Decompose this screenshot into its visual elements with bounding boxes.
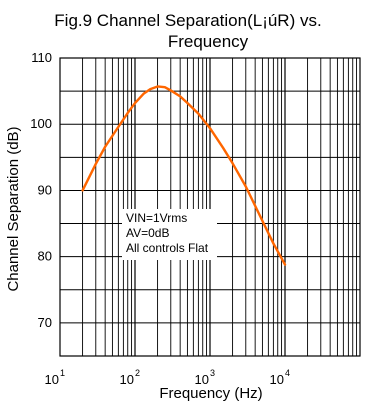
annotation-box [122,209,217,260]
chart-title-line2: Frequency [168,32,249,51]
grid [60,58,360,356]
chart-title-line1: Fig.9 Channel Separation(L¡úR) vs. [54,11,321,30]
x-tick-exponent: 3 [210,368,215,378]
y-tick-label: 100 [30,116,52,131]
annotation-line-1: VIN=1Vrms [126,211,187,225]
y-tick-labels: 70 80 90 100 110 [30,50,52,330]
x-tick-label: 10 [195,372,209,387]
annotation-line-3: All controls Flat [126,241,209,255]
series-layer [81,85,287,266]
plot-frame [59,57,361,357]
series-line [81,85,287,266]
y-tick-label: 110 [31,50,52,65]
x-tick-exponent: 2 [135,368,140,378]
y-axis-title: Channel Separation (dB) [5,126,22,291]
x-axis-title: Frequency (Hz) [159,385,262,402]
x-tick-exponent: 1 [60,368,65,378]
x-tick-exponent: 4 [285,368,290,378]
y-tick-label: 90 [38,182,52,197]
x-tick-label: 10 [270,372,284,387]
y-tick-label: 80 [38,249,52,264]
x-tick-label: 10 [45,372,59,387]
y-tick-label: 70 [38,315,52,330]
x-tick-labels: 10 1 10 2 10 3 10 4 [45,368,290,387]
x-tick-label: 10 [120,372,134,387]
annotation-line-2: AV=0dB [126,226,169,240]
